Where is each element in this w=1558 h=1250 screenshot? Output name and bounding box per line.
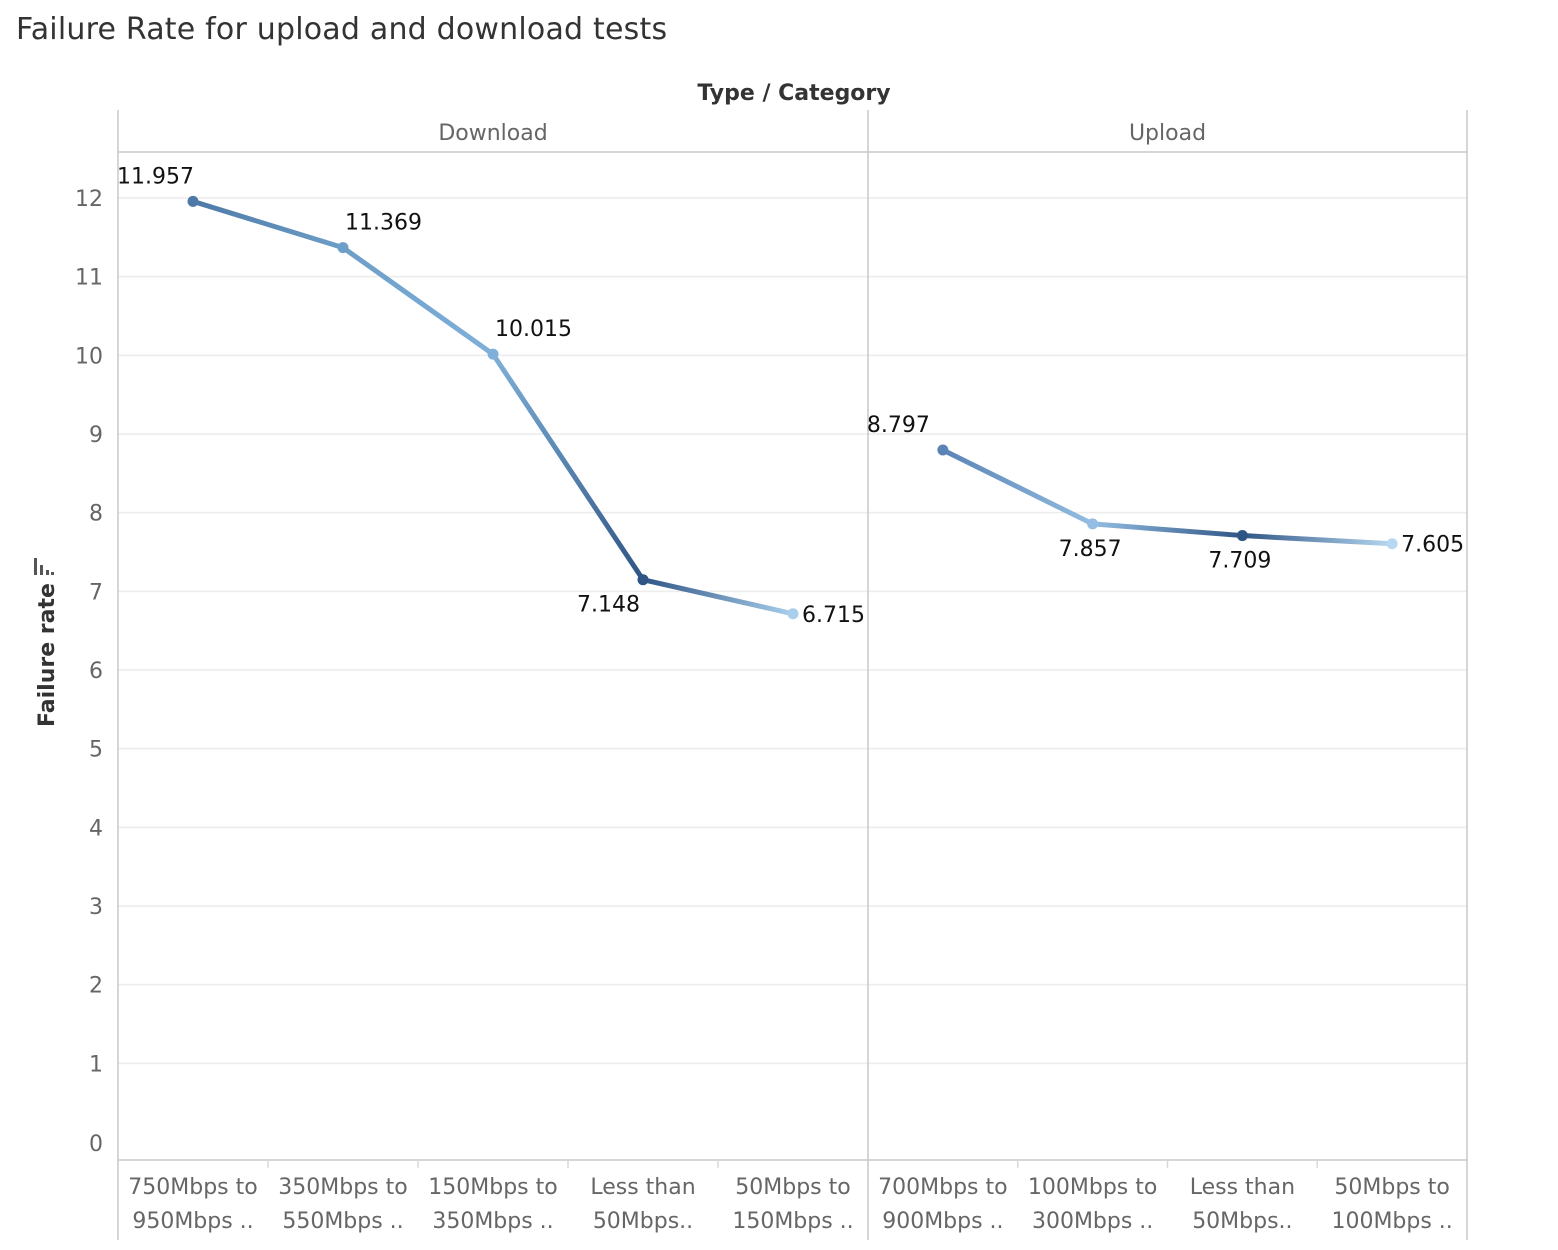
data-point-upload[interactable] — [1087, 518, 1099, 530]
x-category-label: Less than — [1190, 1175, 1295, 1200]
data-point-upload[interactable] — [1386, 538, 1398, 550]
x-category-label: 350Mbps .. — [432, 1209, 553, 1234]
x-category-label: 50Mbps.. — [593, 1209, 693, 1234]
y-tick-label: 7 — [89, 580, 103, 605]
panel-label-upload: Upload — [1129, 121, 1206, 146]
x-axis: 750Mbps to 950Mbps .. 350Mbps to 550Mbps ..… — [128, 1160, 1453, 1234]
data-label: 11.957 — [117, 164, 194, 189]
panel-frame — [117, 110, 1468, 1240]
x-category-label: 300Mbps .. — [1032, 1209, 1153, 1234]
x-category-label: 550Mbps .. — [282, 1209, 403, 1234]
series-segment-upload — [1090, 521, 1245, 539]
y-tick-label: 10 — [75, 344, 103, 369]
data-label: 11.369 — [345, 211, 422, 236]
data-labels: 11.957 11.369 10.015 7.148 6.715 8.797 7.857 7.… — [117, 164, 1464, 627]
series-segment-download — [190, 198, 346, 251]
series — [187, 195, 1398, 620]
y-tick-label: 11 — [75, 266, 103, 291]
y-tick-label: 8 — [89, 502, 103, 527]
panel-header: Type / Category Download Upload — [438, 81, 1206, 146]
data-label: 7.605 — [1401, 533, 1464, 558]
data-point-download[interactable] — [187, 195, 199, 207]
x-category-label: 150Mbps to — [428, 1175, 557, 1200]
x-category-label: 900Mbps .. — [882, 1209, 1003, 1234]
chart-title: Failure Rate for upload and download tes… — [16, 12, 668, 47]
y-tick-label: 9 — [89, 423, 103, 448]
data-label: 7.709 — [1208, 549, 1271, 574]
y-tick-label: 3 — [89, 895, 103, 920]
data-point-upload[interactable] — [1236, 530, 1248, 542]
y-tick-label: 2 — [89, 974, 103, 999]
y-tick-label: 4 — [89, 816, 103, 841]
series-segment-download — [340, 245, 496, 357]
data-label: 7.857 — [1059, 537, 1122, 562]
x-category-label: 50Mbps to — [735, 1175, 850, 1200]
x-category-label: 700Mbps to — [878, 1175, 1007, 1200]
y-tick-label: 12 — [75, 187, 103, 212]
x-category-label: 750Mbps to — [128, 1175, 257, 1200]
data-point-download[interactable] — [637, 574, 649, 586]
data-label: 6.715 — [802, 603, 865, 628]
x-category-label: 50Mbps to — [1334, 1175, 1449, 1200]
sort-icon[interactable] — [34, 558, 54, 575]
panel-label-download: Download — [438, 121, 547, 146]
x-category-label: 950Mbps .. — [132, 1209, 253, 1234]
x-category-label: 150Mbps .. — [732, 1209, 853, 1234]
y-tick-label: 0 — [89, 1132, 103, 1157]
y-tick-label: 1 — [89, 1052, 103, 1077]
series-segment-download — [640, 577, 796, 617]
data-label: 7.148 — [577, 593, 640, 618]
y-tick-label: 6 — [89, 659, 103, 684]
x-category-label: Less than — [590, 1175, 695, 1200]
y-tick-label: 5 — [89, 738, 103, 763]
series-segment-upload — [1239, 533, 1395, 547]
series-segment-upload — [940, 447, 1096, 527]
y-axis-title: Failure rate — [35, 583, 60, 727]
x-category-label: 350Mbps to — [278, 1175, 407, 1200]
x-category-label: 50Mbps.. — [1192, 1209, 1292, 1234]
x-category-label: 100Mbps .. — [1331, 1209, 1452, 1234]
data-label: 8.797 — [867, 413, 930, 438]
data-label: 10.015 — [495, 317, 572, 342]
data-point-download[interactable] — [487, 348, 499, 360]
series-segment-download — [490, 351, 646, 583]
header-label: Type / Category — [697, 81, 890, 106]
gridlines — [118, 197, 1467, 1065]
x-category-label: 100Mbps to — [1028, 1175, 1157, 1200]
data-point-download[interactable] — [337, 242, 349, 254]
data-point-download[interactable] — [787, 608, 799, 620]
data-point-upload[interactable] — [937, 444, 949, 456]
